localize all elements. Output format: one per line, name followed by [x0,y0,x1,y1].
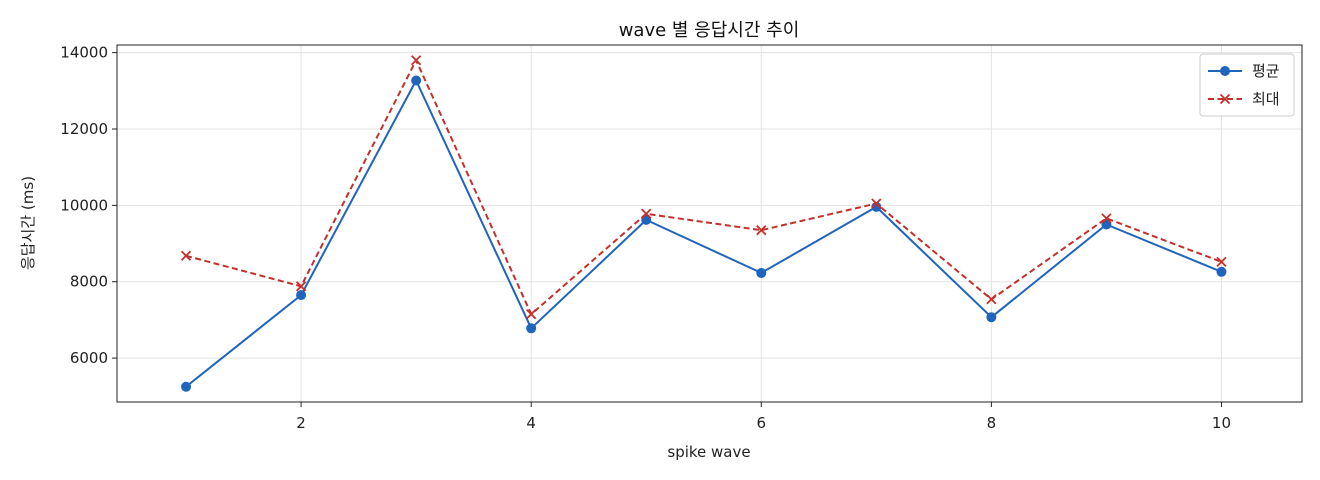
chart-title: wave 별 응답시간 추이 [619,20,800,41]
series-line [185,59,1222,316]
data-point [641,208,652,219]
y-axis-title: 응답시간 (ms) [19,176,37,270]
x-tick-label: 4 [526,414,536,432]
series-2 [180,55,1227,320]
data-point-stroke [986,294,997,305]
data-point-stroke [871,198,882,209]
series-1 [181,75,1227,392]
data-point [1216,266,1227,277]
grid [117,45,1302,402]
data-point [180,250,192,261]
legend-marker-stroke [1219,93,1231,105]
data-point [1216,256,1227,268]
data-point [1101,213,1112,224]
legend-box [1199,53,1295,117]
y-tick-label: 10000 [60,196,108,214]
data-point [526,323,537,334]
data-point [411,75,422,86]
x-tick-label: 8 [987,414,997,432]
x-tick-label: 10 [1212,414,1231,432]
y-tick-label: 6000 [70,349,108,367]
legend-label-2: 최대 [1252,90,1280,108]
plot-frame [116,44,1303,403]
data-point-stroke [410,55,422,66]
data-point-stroke [295,281,307,292]
y-tick-label: 12000 [60,120,108,138]
series-line [185,79,1222,388]
x-axis-title: spike wave [667,443,750,461]
y-tick-label: 14000 [60,44,108,62]
data-point [295,281,307,292]
y-tick-label: 8000 [70,273,108,291]
data-point-stroke [180,250,192,261]
legend-marker-2 [1219,93,1231,105]
ticks: 2 4 6 8 10 6000 8000 10000 12000 14000 [60,44,1231,432]
data-point [181,381,192,392]
legend-marker-1 [1220,66,1230,76]
x-tick-label: 6 [756,414,766,432]
data-point-stroke [1101,213,1112,224]
data-point-stroke [641,208,652,219]
data-point [871,198,882,209]
series-layer [180,55,1227,392]
data-point-stroke [756,225,767,236]
data-point [756,225,767,236]
x-tick-label: 2 [296,414,306,432]
data-point-stroke [526,309,537,320]
legend-label-1: 평균 [1252,62,1280,80]
data-point [986,312,997,323]
data-point [526,309,537,320]
data-point [986,294,997,305]
data-point-stroke [1216,256,1227,268]
data-point [296,290,307,301]
data-point [410,55,422,66]
data-point [756,267,767,278]
